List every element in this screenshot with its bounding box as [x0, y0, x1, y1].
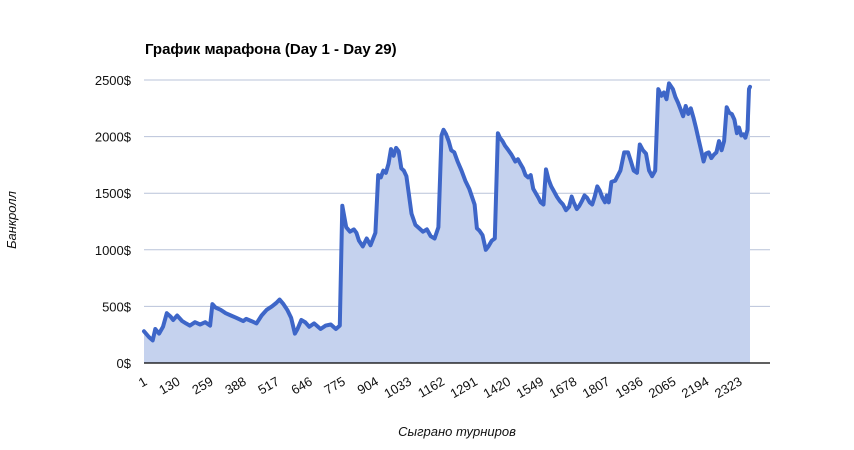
y-tick-label: 500$ [102, 299, 132, 314]
x-tick-label: 259 [189, 374, 215, 398]
series-layer [142, 81, 770, 364]
x-tick-labels: 1 130 259 388 517 646 775 904 1033 1162 1291 1420 15… [136, 374, 745, 401]
x-tick-label: 1291 [448, 374, 481, 401]
x-tick-label: 775 [322, 374, 348, 398]
x-tick-label: 1162 [415, 374, 447, 401]
y-tick-labels: 0$ 500$ 1000$ 1500$ 2000$ 2500$ [95, 73, 132, 371]
x-tick-label: 1420 [481, 374, 514, 401]
x-tick-label: 2323 [712, 374, 745, 401]
x-tick-label: 130 [156, 374, 182, 398]
x-axis-title: Сыграно турниров [398, 424, 516, 439]
x-tick-label: 517 [255, 374, 281, 398]
x-tick-label: 646 [288, 374, 314, 398]
x-tick-label: 1936 [613, 374, 646, 401]
x-tick-label: 388 [222, 374, 248, 398]
series-area [144, 83, 750, 364]
x-tick-label: 2194 [679, 374, 712, 401]
y-tick-label: 1500$ [95, 186, 132, 201]
x-tick-label: 1 [136, 374, 150, 391]
x-tick-label: 2065 [646, 374, 679, 401]
x-tick-label: 904 [355, 374, 381, 398]
x-tick-label: 1033 [381, 374, 414, 401]
x-tick-label: 1807 [580, 374, 613, 401]
series-line [142, 81, 752, 343]
chart-title: График марафона (Day 1 - Day 29) [145, 41, 397, 58]
x-tick-label: 1678 [547, 374, 580, 401]
y-tick-label: 1000$ [95, 243, 132, 258]
y-tick-label: 0$ [117, 356, 132, 371]
x-tick-label: 1549 [514, 374, 547, 401]
y-tick-label: 2000$ [95, 130, 132, 145]
y-axis-title: Банкролл [4, 190, 19, 248]
y-tick-label: 2500$ [95, 73, 132, 88]
